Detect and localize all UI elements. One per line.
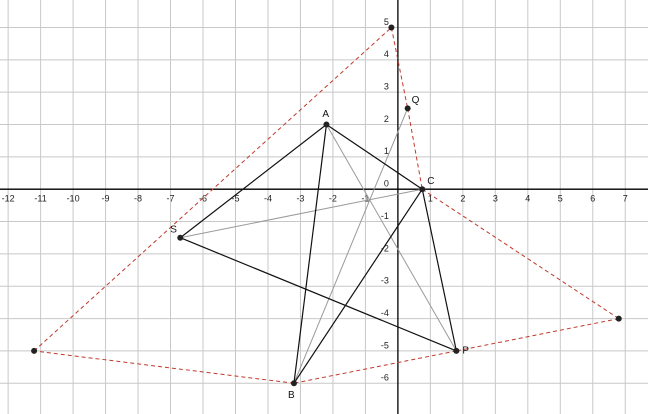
y-tick-label: 5 <box>384 17 389 27</box>
x-tick-label: 5 <box>558 194 563 204</box>
dashed-segment <box>421 188 620 320</box>
x-tick-label: -4 <box>264 194 272 204</box>
dashed-segment <box>293 350 457 384</box>
point <box>404 105 411 112</box>
point-label: S <box>170 224 177 235</box>
x-tick-label: 3 <box>493 194 498 204</box>
y-tick-label: 1 <box>384 146 389 156</box>
segment <box>293 188 423 384</box>
dashed-segment <box>34 350 295 384</box>
gray-segment <box>326 124 457 352</box>
x-tick-label: -11 <box>34 194 46 204</box>
y-tick-label: -6 <box>381 373 389 383</box>
x-tick-label: -10 <box>67 194 80 204</box>
x-tick-label: -2 <box>329 194 337 204</box>
y-tick-label: -4 <box>381 308 389 318</box>
dashed-segment <box>407 108 423 190</box>
x-tick-label: -7 <box>167 194 175 204</box>
x-tick-label: -3 <box>296 194 304 204</box>
y-tick-label: 3 <box>384 82 389 92</box>
x-tick-label: -1 <box>361 194 369 204</box>
point <box>453 347 460 354</box>
y-tick-label: -2 <box>381 243 389 253</box>
y-tick-label: 4 <box>384 49 389 59</box>
point <box>31 347 38 354</box>
segment <box>179 124 327 239</box>
y-tick-label: 2 <box>384 114 389 124</box>
dashed-segment <box>390 27 409 109</box>
x-tick-label: -12 <box>2 194 15 204</box>
point-label: P <box>462 346 469 357</box>
point <box>419 186 426 193</box>
gray-segment <box>293 108 409 384</box>
x-tick-label: -8 <box>134 194 142 204</box>
x-tick-label: 1 <box>428 194 433 204</box>
segment <box>421 189 457 352</box>
y-tick-label: 0 <box>384 179 389 189</box>
dashed-segment <box>33 27 392 352</box>
point-label: C <box>427 176 434 187</box>
x-tick-label: -5 <box>231 194 239 204</box>
gray-segment <box>180 188 423 239</box>
segment <box>293 124 328 384</box>
segment <box>180 237 457 352</box>
x-tick-label: 2 <box>460 194 465 204</box>
y-tick-label: -5 <box>381 340 389 350</box>
y-tick-label: -3 <box>381 276 389 286</box>
point <box>323 121 330 128</box>
x-tick-label: 7 <box>623 194 628 204</box>
point <box>388 24 395 31</box>
x-tick-label: 6 <box>590 194 595 204</box>
point-label: A <box>322 109 329 120</box>
x-tick-label: -9 <box>102 194 110 204</box>
point <box>290 380 297 387</box>
y-tick-label: -1 <box>381 211 389 221</box>
point <box>615 315 622 322</box>
x-tick-label: 4 <box>525 194 530 204</box>
point <box>177 234 184 241</box>
dashed-segment <box>456 318 619 352</box>
point-label: Q <box>412 95 420 106</box>
segment <box>326 124 423 190</box>
point-label: B <box>288 390 295 401</box>
